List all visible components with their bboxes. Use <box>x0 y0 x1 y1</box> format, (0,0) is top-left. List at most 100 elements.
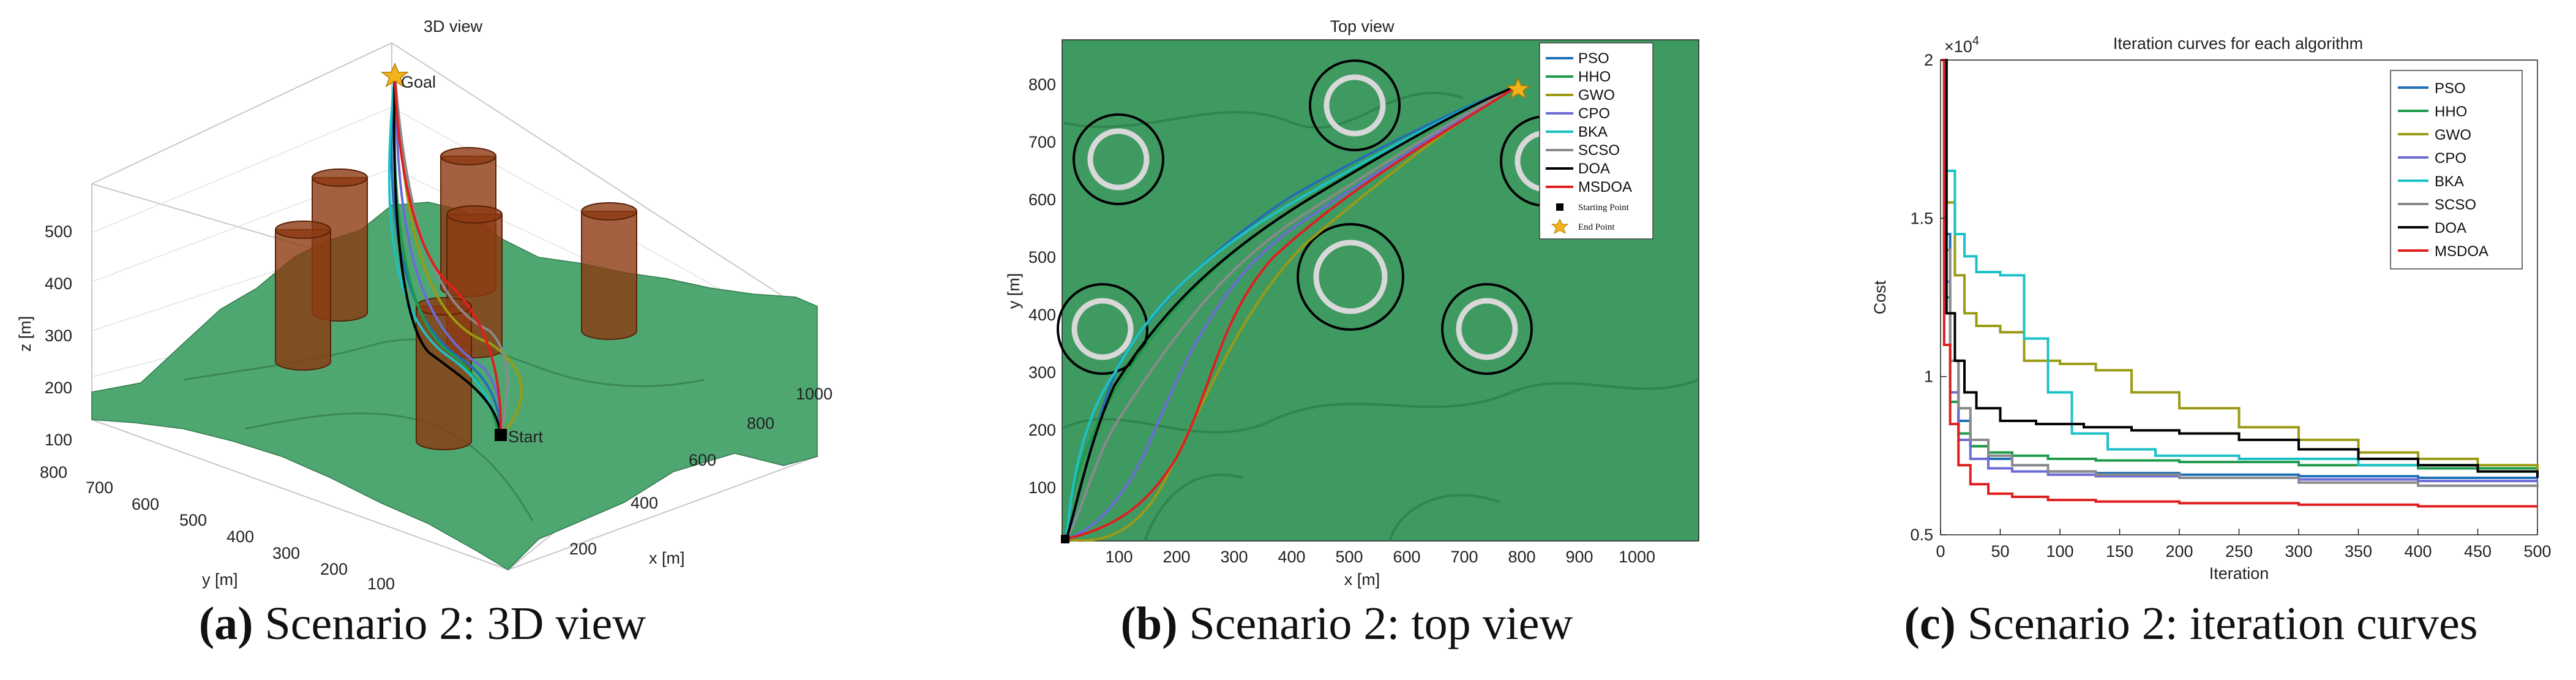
y-tick: 100 <box>367 575 395 593</box>
x-tick-label: 0 <box>1936 542 1945 561</box>
x-tick-label: 500 <box>2523 542 2551 561</box>
x-tick: 600 <box>1393 548 1420 566</box>
caption-a: (a) Scenario 2: 3D view <box>198 598 646 649</box>
end-point-star-icon <box>1505 77 1531 99</box>
y-tick: 500 <box>1028 248 1056 266</box>
x-axis-label: Iteration <box>2209 564 2269 583</box>
x-tick: 800 <box>747 414 774 433</box>
chart-title-top: Top view <box>1330 17 1395 36</box>
series-gwo <box>1941 59 2539 472</box>
path3d-scso <box>394 74 509 436</box>
axes: 0 50 100 150 200 250 300 350 400 450 500 0.5 1 1.5 2 It… <box>1871 51 2552 583</box>
path2d-cpo <box>1066 85 1519 540</box>
x-tick-label: 300 <box>2285 542 2312 561</box>
y-tick-label: 0.5 <box>1910 526 1933 544</box>
caption-c: (c) Scenario 2: iteration curves <box>1904 598 2478 649</box>
y-tick: 200 <box>320 560 348 578</box>
y-axis-label: y [m] <box>202 570 238 589</box>
y-tick: 300 <box>1028 363 1056 382</box>
series-doa <box>1941 59 2539 478</box>
path3d-msdoa <box>394 74 503 436</box>
y-tick: 700 <box>1028 133 1056 151</box>
x-tick: 400 <box>1278 548 1305 566</box>
path2d-doa <box>1065 85 1519 540</box>
x-tick: 100 <box>1105 548 1133 566</box>
panel-iteration-curves: Iteration curves for each algorithm ×104… <box>1806 0 2576 680</box>
legend-start-icon <box>1556 203 1563 211</box>
legend-end-star-icon <box>1551 218 1569 235</box>
obstacle-circles <box>1057 59 1592 375</box>
path2d-bka <box>1065 85 1519 540</box>
path2d-scso <box>1065 85 1519 540</box>
y-tick: 400 <box>1028 306 1056 324</box>
legend-item: BKA <box>1578 124 1608 140</box>
x-tick: 900 <box>1565 548 1593 566</box>
start-label: Start <box>508 428 544 446</box>
axis-multiplier: ×104 <box>1944 34 1979 56</box>
x-tick: 500 <box>1335 548 1363 566</box>
y-tick-label: 2 <box>1924 51 1933 69</box>
legend-top: PSO HHO GWO CPO BKA SCSO DOA MSDOA Start… <box>1539 42 1653 240</box>
obstacle-cylinders <box>275 147 637 450</box>
legend-item: PSO <box>1578 50 1609 67</box>
y-tick: 300 <box>272 544 300 562</box>
x-tick-label: 350 <box>2345 542 2372 561</box>
legend-item: HHO <box>2435 104 2467 120</box>
z-tick: 300 <box>45 327 72 345</box>
x-tick-label: 200 <box>2165 542 2193 561</box>
legend-item: SCSO <box>2435 197 2476 213</box>
x-tick: 300 <box>1220 548 1248 566</box>
goal-star-icon <box>380 62 410 88</box>
path3d-pso <box>390 74 503 436</box>
start-point-icon <box>1061 535 1069 543</box>
x-tick: 200 <box>569 540 597 558</box>
path3d-doa <box>392 74 502 436</box>
y-tick: 400 <box>227 527 254 546</box>
x-tick: 600 <box>689 451 716 469</box>
z-tick: 500 <box>45 222 72 241</box>
y-tick: 600 <box>1028 191 1056 209</box>
x-tick: 1000 <box>1619 548 1655 566</box>
x-tick-label: 400 <box>2404 542 2432 561</box>
x-tick-label: 250 <box>2225 542 2253 561</box>
legend-item: PSO <box>2435 80 2466 97</box>
legend-item: MSDOA <box>1578 179 1632 195</box>
y-tick: 100 <box>1028 478 1056 497</box>
path2d-msdoa <box>1066 85 1519 540</box>
panel-3d-view: 3D view <box>0 0 845 680</box>
z-tick: 100 <box>45 431 72 449</box>
legend-convergence: PSO HHO GWO CPO BKA SCSO DOA MSDOA <box>2390 70 2523 270</box>
x-tick-label: 100 <box>2046 542 2073 561</box>
y-tick: 700 <box>86 478 113 497</box>
y-tick: 500 <box>179 511 207 529</box>
legend-item: MSDOA <box>2435 243 2488 260</box>
y-tick: 800 <box>1028 75 1056 94</box>
legend-end: End Point <box>1578 222 1615 232</box>
x-tick: 800 <box>1508 548 1535 566</box>
x-axis-label: x [m] <box>1344 570 1380 589</box>
legend-item: GWO <box>1578 87 1615 104</box>
x-axis-label: x [m] <box>649 549 685 567</box>
series-lines <box>1941 59 2539 508</box>
panel-top-view: Top view <box>961 0 1732 680</box>
path2d-gwo <box>1066 85 1519 542</box>
y-tick: 200 <box>1028 421 1056 439</box>
y-axis-label: y [m] <box>1005 273 1023 309</box>
series-msdoa <box>1941 59 2537 508</box>
x-tick-label: 450 <box>2464 542 2492 561</box>
convergence-chart: Iteration curves for each algorithm ×104… <box>1871 34 2552 583</box>
z-axis-label: z [m] <box>16 316 34 352</box>
y-axis-label: Cost <box>1871 280 1889 314</box>
plot-3d: 3D view <box>16 17 833 593</box>
path3d-bka <box>388 74 502 436</box>
legend-box <box>2390 70 2523 270</box>
goal-label: Goal <box>401 73 436 91</box>
chart-title-convergence: Iteration curves for each algorithm <box>2113 34 2363 53</box>
x-tick: 1000 <box>796 385 833 403</box>
x-tick: 200 <box>1163 548 1190 566</box>
y-tick: 800 <box>40 463 67 482</box>
legend-item: DOA <box>1578 161 1610 177</box>
x-tick: 400 <box>631 494 658 512</box>
legend-item: HHO <box>1578 69 1611 85</box>
y-tick-label: 1.5 <box>1910 209 1933 227</box>
